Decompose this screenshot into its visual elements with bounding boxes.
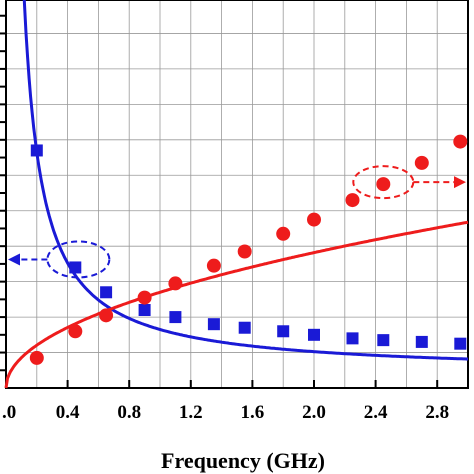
arrow-left-icon [8, 253, 20, 266]
x-axis-title: Frequency (GHz) [161, 448, 325, 473]
data-point-square [169, 311, 182, 324]
data-point-square [377, 334, 390, 347]
data-point-circle [276, 226, 291, 241]
data-point-square [69, 261, 82, 274]
data-point-square [277, 325, 290, 338]
data-point-circle [99, 308, 114, 323]
x-tick-label: 1.6 [241, 402, 265, 423]
series-markers [29, 134, 468, 365]
x-tick-label: 1.2 [179, 402, 203, 423]
data-point-circle [29, 350, 44, 365]
x-tick-labels: .0 0.4 0.8 1.2 1.6 2.0 2.4 2.8 [2, 402, 449, 423]
data-point-circle [237, 244, 252, 259]
data-point-square [454, 337, 467, 350]
data-point-circle [168, 276, 183, 291]
data-point-square [308, 328, 320, 341]
x-tick-label: 0.4 [56, 402, 80, 423]
annotations [8, 165, 466, 279]
data-point-circle [414, 155, 429, 170]
data-point-square [30, 144, 43, 157]
data-point-square [138, 304, 151, 316]
data-point-square [415, 335, 428, 348]
data-point-square [207, 318, 220, 331]
x-tick-label: 2.8 [425, 402, 449, 423]
data-point-circle [453, 134, 468, 149]
grid [6, 0, 468, 388]
data-point-circle [137, 290, 152, 305]
data-point-circle [206, 258, 221, 273]
series-lines [4, 0, 469, 389]
data-point-circle [68, 324, 83, 339]
x-tick-label: 0.8 [117, 402, 141, 423]
data-point-circle [307, 212, 321, 227]
plot-frame [5, 0, 469, 389]
data-point-square [238, 321, 251, 334]
annotation-ellipse-left [46, 240, 111, 279]
series-line-red [4, 220, 469, 389]
x-tick-label: 2.4 [364, 402, 388, 423]
data-point-circle [376, 177, 391, 192]
series-line-blue [22, 0, 468, 361]
data-point-square [100, 286, 113, 299]
arrow-right-icon [454, 176, 466, 189]
x-tick-label: 2.0 [302, 402, 326, 423]
x-tick-label: .0 [2, 402, 16, 423]
data-point-circle [345, 193, 360, 208]
data-point-square [346, 332, 359, 345]
